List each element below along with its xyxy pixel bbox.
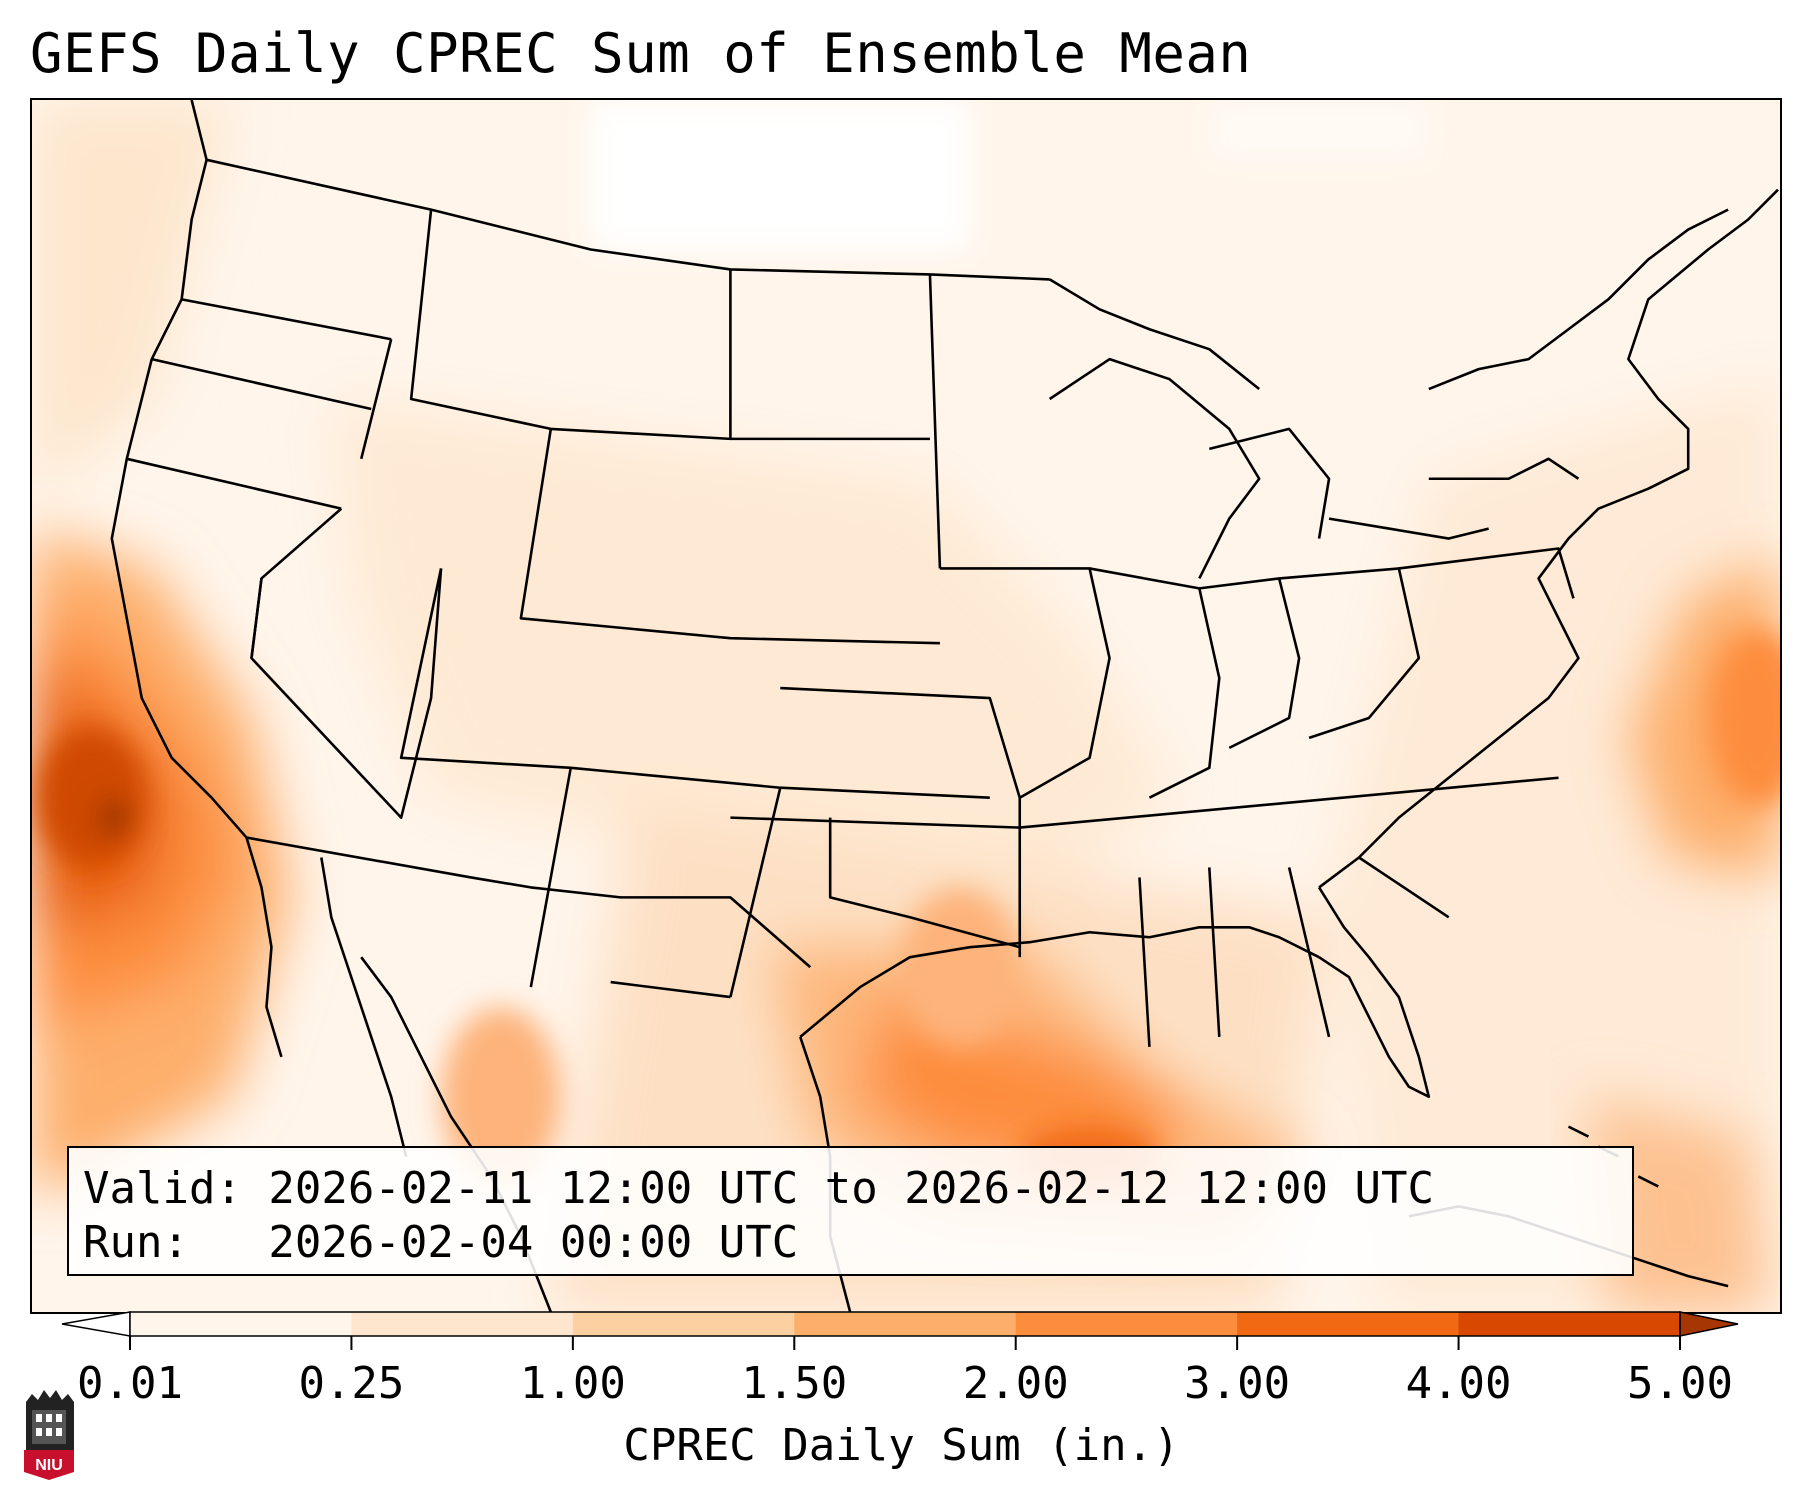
run-time-text: Run: 2026-02-04 00:00 UTC xyxy=(83,1217,799,1268)
colorbar-tick-label: 2.00 xyxy=(962,1358,1069,1409)
colorbar-segment xyxy=(130,1312,352,1336)
niu-logo: NIU xyxy=(24,1390,74,1480)
valid-run-info-box: Valid: 2026-02-11 12:00 UTC to 2026-02-1… xyxy=(67,1146,1634,1276)
colorbar-segment xyxy=(1237,1312,1460,1336)
colorbar-segment xyxy=(351,1312,574,1336)
colorbar-tick-label: 1.50 xyxy=(741,1358,848,1409)
colorbar-tick-label: 0.01 xyxy=(77,1358,183,1409)
colorbar-over-extension xyxy=(1679,1311,1739,1337)
svg-text:NIU: NIU xyxy=(35,1457,63,1474)
colorbar-label: CPREC Daily Sum (in.) xyxy=(623,1420,1180,1471)
colorbar-tick-label: 4.00 xyxy=(1405,1358,1512,1409)
colorbar-segment xyxy=(1458,1312,1681,1336)
colorbar-tick-label: 5.00 xyxy=(1627,1358,1733,1409)
colorbar-tick-label: 0.25 xyxy=(298,1358,405,1409)
map-panel[interactable] xyxy=(30,98,1782,1314)
colorbar-segment xyxy=(572,1312,795,1336)
colorbar-tick-label: 3.00 xyxy=(1184,1358,1291,1409)
map-title: GEFS Daily CPREC Sum of Ensemble Mean xyxy=(30,22,1252,85)
precipitation-map xyxy=(32,100,1780,1312)
colorbar-segment xyxy=(794,1312,1017,1336)
colorbar-tick-label: 1.00 xyxy=(519,1358,626,1409)
colorbar xyxy=(61,1311,1739,1350)
valid-time-text: Valid: 2026-02-11 12:00 UTC to 2026-02-1… xyxy=(83,1163,1435,1214)
state-borders xyxy=(126,158,1580,1047)
colorbar-segment xyxy=(1015,1312,1238,1336)
colorbar-under-extension xyxy=(61,1311,131,1337)
